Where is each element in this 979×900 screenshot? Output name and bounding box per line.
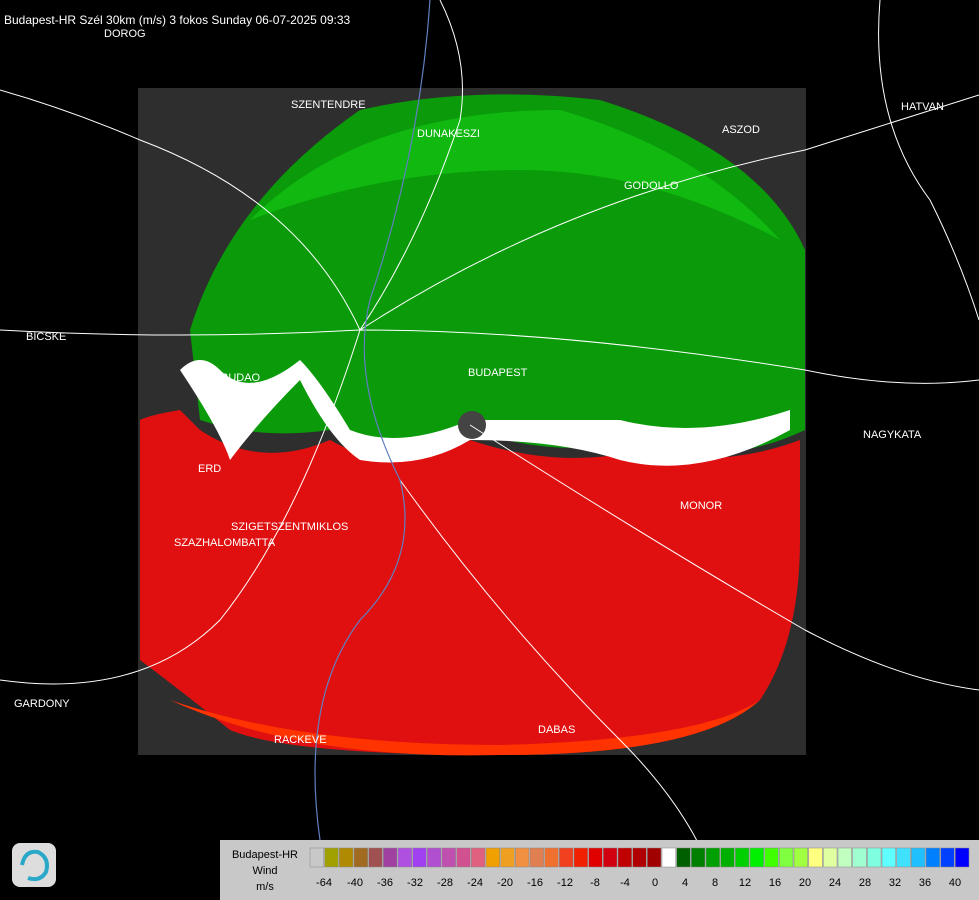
legend-swatch	[911, 847, 926, 868]
place-label: ASZOD	[722, 124, 760, 136]
legend-tick-label: -28	[437, 877, 453, 889]
place-label: MONOR	[680, 500, 722, 512]
legend-swatch	[339, 847, 354, 868]
legend-tick-label: 4	[682, 877, 688, 889]
legend-swatch	[896, 847, 911, 868]
legend-tick-label: -24	[467, 877, 483, 889]
legend-swatch	[412, 847, 427, 868]
legend-tick-label: -20	[497, 877, 513, 889]
place-label: SZIGETSZENTMIKLOS	[231, 521, 348, 533]
red-echo	[140, 410, 800, 755]
place-label: GARDONY	[14, 698, 70, 710]
legend-swatch	[808, 847, 823, 868]
legend-swatch	[720, 847, 735, 868]
legend-tick-label: -40	[347, 877, 363, 889]
legend-swatch	[324, 847, 339, 868]
legend-title: Wind	[252, 865, 277, 877]
legend-swatch	[925, 847, 940, 868]
legend-tick-label: 36	[919, 877, 931, 889]
legend-title: m/s	[256, 881, 274, 893]
legend-title: Budapest-HR	[232, 849, 298, 861]
legend-swatch	[397, 847, 412, 868]
legend-swatch	[764, 847, 779, 868]
legend-swatch	[471, 847, 486, 868]
legend-swatch	[309, 847, 324, 868]
green-echo-light	[250, 110, 780, 240]
legend-swatch	[559, 847, 574, 868]
legend-tick-label: 40	[949, 877, 961, 889]
legend-swatch	[749, 847, 764, 868]
legend-swatch	[793, 847, 808, 868]
legend-swatch	[691, 847, 706, 868]
legend-tick-label: 32	[889, 877, 901, 889]
legend-swatch	[544, 847, 559, 868]
legend-swatch	[617, 847, 632, 868]
legend-swatch	[353, 847, 368, 868]
legend-tick-label: -4	[620, 877, 630, 889]
legend-swatch	[955, 847, 970, 868]
legend-tick-label: 0	[652, 877, 658, 889]
legend-tick-label: -12	[557, 877, 573, 889]
danube	[314, 0, 431, 841]
legend-tick-label: 16	[769, 877, 781, 889]
legend-tick-label: -8	[590, 877, 600, 889]
place-label: HATVAN	[901, 101, 944, 113]
legend-swatch	[383, 847, 398, 868]
place-label: SZAZHALOMBATTA	[174, 537, 276, 549]
radar-site	[458, 411, 486, 439]
legend-swatch	[940, 847, 955, 868]
legend-swatch	[852, 847, 867, 868]
place-label: SZENTENDRE	[291, 99, 366, 111]
zero-wind-zone	[180, 360, 790, 466]
legend-swatch	[427, 847, 442, 868]
legend-swatch	[441, 847, 456, 868]
place-label: RACKEVE	[274, 734, 327, 746]
legend-swatch	[661, 847, 676, 868]
place-label: BUDAPEST	[468, 367, 528, 379]
legend-swatch	[867, 847, 882, 868]
legend-swatch	[485, 847, 500, 868]
place-label: GODOLLO	[624, 180, 679, 192]
legend-swatch	[705, 847, 720, 868]
legend-swatch	[881, 847, 896, 868]
legend-swatch	[735, 847, 750, 868]
logo	[12, 843, 56, 887]
legend-swatch	[779, 847, 794, 868]
legend-tick-label: -16	[527, 877, 543, 889]
place-label: DUNAKESZI	[417, 128, 480, 140]
red-echo-outer	[170, 700, 760, 756]
legend-tick-label: 12	[739, 877, 751, 889]
place-label: ERD	[198, 463, 221, 475]
legend-swatch	[456, 847, 471, 868]
legend-swatch	[647, 847, 662, 868]
legend-tick-label: -36	[377, 877, 393, 889]
legend-swatch	[573, 847, 588, 868]
legend-swatch	[837, 847, 852, 868]
legend-swatch	[632, 847, 647, 868]
legend-swatch	[500, 847, 515, 868]
legend-tick-label: -64	[316, 877, 332, 889]
legend-tick-label: 24	[829, 877, 841, 889]
legend-swatch	[529, 847, 544, 868]
legend-tick-label: -32	[407, 877, 423, 889]
place-label: DABAS	[538, 724, 575, 736]
legend-tick-label: 20	[799, 877, 811, 889]
legend-tick-label: 8	[712, 877, 718, 889]
legend-swatch	[676, 847, 691, 868]
legend-swatch	[603, 847, 618, 868]
title: Budapest-HR Szél 30km (m/s) 3 fokos Sund…	[4, 13, 351, 27]
place-label: NAGYKATA	[863, 429, 922, 441]
legend: Budapest-HR Wind m/s -64 -40 -36 -32 -28 -24-…	[220, 840, 979, 900]
place-label: BUDAO	[221, 372, 261, 384]
legend-tick-label: 28	[859, 877, 871, 889]
place-label: DOROG	[104, 28, 146, 40]
legend-swatch	[368, 847, 383, 868]
legend-swatch	[588, 847, 603, 868]
place-label: BICSKE	[26, 331, 66, 343]
legend-swatch	[823, 847, 838, 868]
legend-swatch	[515, 847, 530, 868]
